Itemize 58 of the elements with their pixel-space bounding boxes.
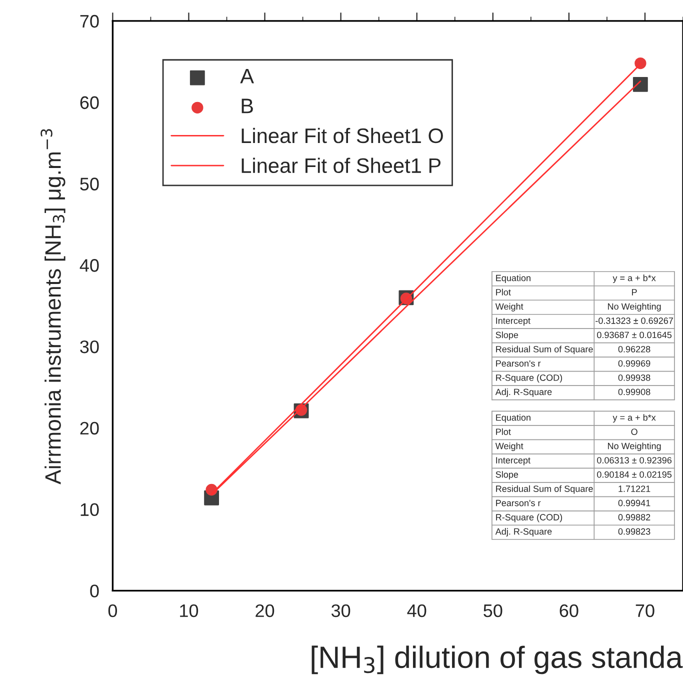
annotation: 0.99938	[618, 374, 650, 381]
y-tick-label: 0	[90, 584, 99, 598]
annotation: 0.99908	[618, 388, 650, 396]
annotation: 1.71221	[618, 486, 650, 492]
annotation: Residual Sum of Square	[496, 485, 593, 494]
x-tick-label: 30	[331, 604, 350, 618]
annotation: No Weighting	[608, 303, 661, 312]
annotation: 0.99882	[618, 514, 650, 520]
y-tick-label: 60	[80, 96, 99, 110]
legend-label: A	[240, 68, 254, 84]
x-tick-label: 0	[108, 604, 118, 618]
y-axis-title: Airrmonia instruments [NH$_{3}$] μg.m$^{−3}$	[40, 129, 66, 484]
annotation: Equation	[496, 274, 530, 283]
annotation: 0.96228	[618, 346, 650, 352]
annotation: Residual Sum of Square	[496, 346, 593, 354]
annotation: Weight	[495, 303, 524, 312]
legend-label: B	[242, 98, 253, 114]
x-tick-label: 50	[484, 604, 502, 618]
y-tick-label: 50	[80, 178, 99, 190]
y-tick-label: 30	[80, 340, 99, 354]
annotation: Adj. R-Square	[495, 528, 552, 536]
annotation: Weight	[495, 442, 524, 452]
annotation: Intercept	[496, 457, 530, 466]
legend-label: Linear Fit of Sheet1 O	[242, 128, 443, 144]
annotation: Plot	[496, 428, 511, 435]
annotation: Adj. R-Square	[495, 388, 552, 397]
annotation: No Weighting	[608, 442, 661, 452]
annotation: y = a + b*x	[612, 274, 656, 283]
annotation: R-Square (COD)	[496, 374, 562, 383]
annotation: 0.06313 ± 0.92396	[597, 457, 672, 464]
annotation: Intercept	[496, 318, 530, 326]
annotation: 0.99823	[618, 528, 650, 535]
x-tick-label: 60	[560, 604, 578, 618]
annotation: -0.31323 ± 0.69267	[596, 318, 673, 324]
x-tick-label: 10	[180, 604, 198, 618]
annotation: 0.93687 ± 0.01645	[597, 332, 672, 338]
annotation: O	[631, 428, 638, 435]
y-tick-label: 40	[80, 259, 99, 272]
y-tick-label: 70	[80, 14, 99, 28]
y-tick-label: 20	[80, 422, 99, 435]
annotation: Slope	[496, 471, 518, 480]
x-tick-label: 20	[256, 604, 274, 618]
annotation: Pearson's r	[496, 500, 541, 506]
x-axis-title: [NH$_{3}$] dilution of gas standa	[312, 646, 683, 674]
x-tick-label: 40	[407, 604, 426, 618]
annotation: Pearson's r	[496, 360, 541, 367]
legend-label: Linear Fit of Sheet1 P	[242, 158, 441, 174]
annotation: R-Square (COD)	[496, 514, 562, 522]
annotation: Equation	[496, 414, 530, 423]
annotation: 0.90184 ± 0.02195	[597, 471, 672, 478]
annotation: Plot	[496, 288, 511, 296]
annotation: P	[632, 289, 637, 296]
annotation: 0.99941	[618, 500, 650, 506]
x-tick-label: 70	[636, 604, 654, 618]
annotation: 0.99969	[618, 360, 650, 367]
annotation: y = a + b*x	[612, 414, 656, 423]
annotation: Slope	[496, 332, 518, 340]
y-tick-label: 10	[80, 503, 99, 516]
